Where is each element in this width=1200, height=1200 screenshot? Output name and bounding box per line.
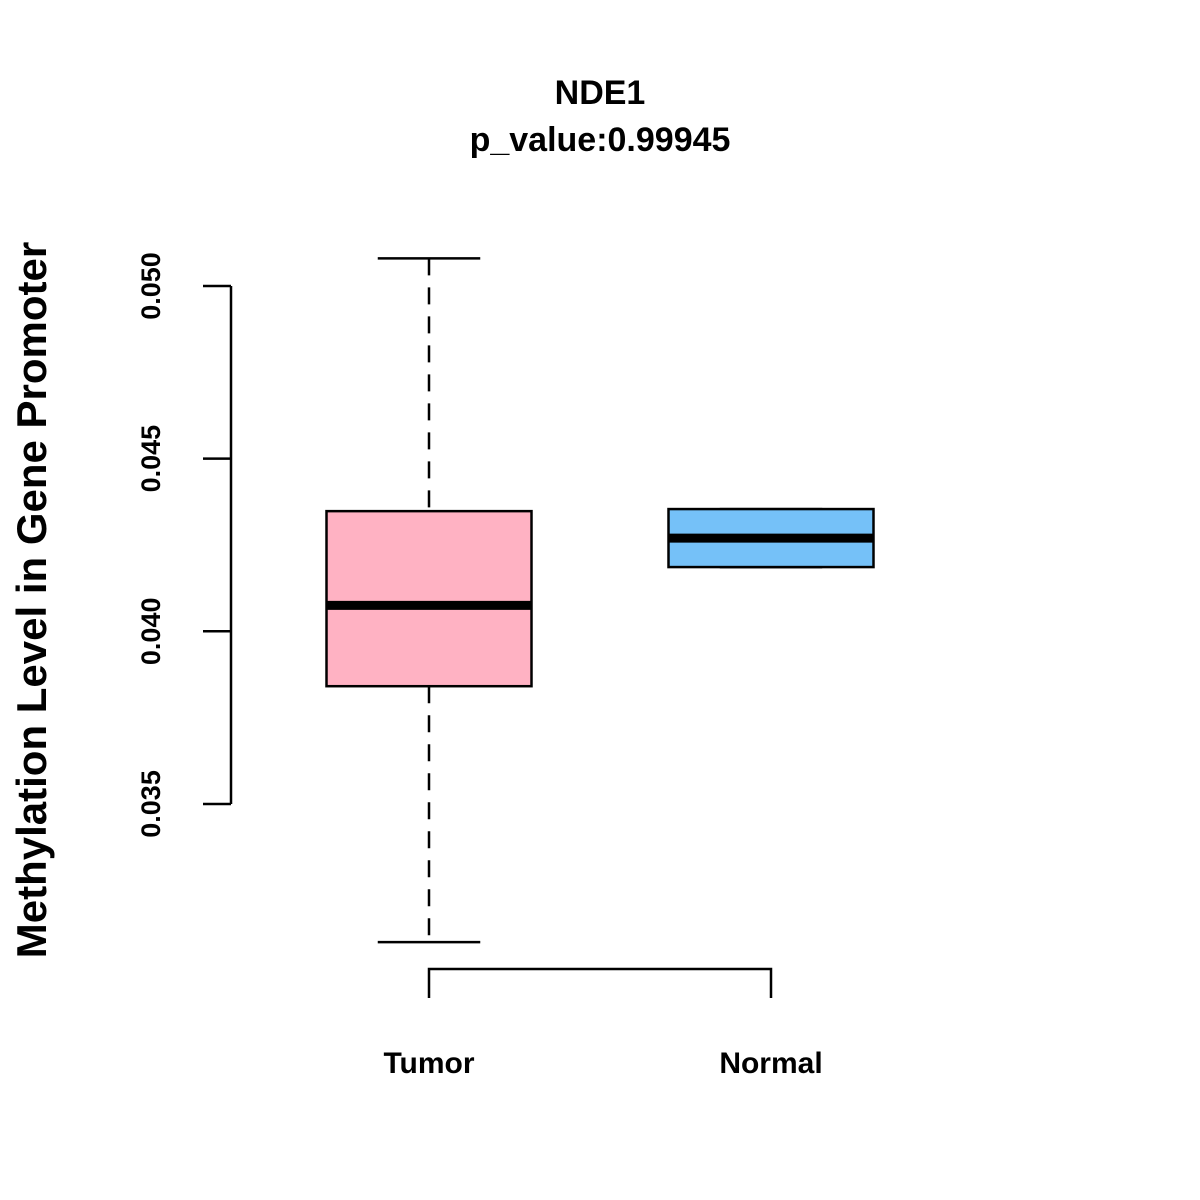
box-iqr — [325, 509, 533, 688]
x-tick-label: Normal — [719, 1047, 822, 1080]
box-tumor — [325, 257, 533, 944]
x-axis-line — [427, 967, 773, 998]
box-normal — [667, 507, 875, 569]
chart-title: NDE1 — [555, 74, 646, 112]
x-tick-label: Tumor — [383, 1047, 474, 1080]
x-axis: Tumor Normal — [383, 967, 823, 1080]
y-tick-label: 0.045 — [136, 425, 166, 493]
chart-subtitle: p_value:0.99945 — [470, 121, 731, 159]
y-axis-label: Methylation Level in Gene Promoter — [8, 242, 55, 958]
y-tick-label: 0.040 — [136, 598, 166, 666]
y-axis: 0.035 0.040 0.045 0.050 — [136, 252, 233, 838]
boxes — [325, 257, 875, 944]
y-tick-label: 0.050 — [136, 252, 166, 320]
y-tick-label: 0.035 — [136, 770, 166, 838]
